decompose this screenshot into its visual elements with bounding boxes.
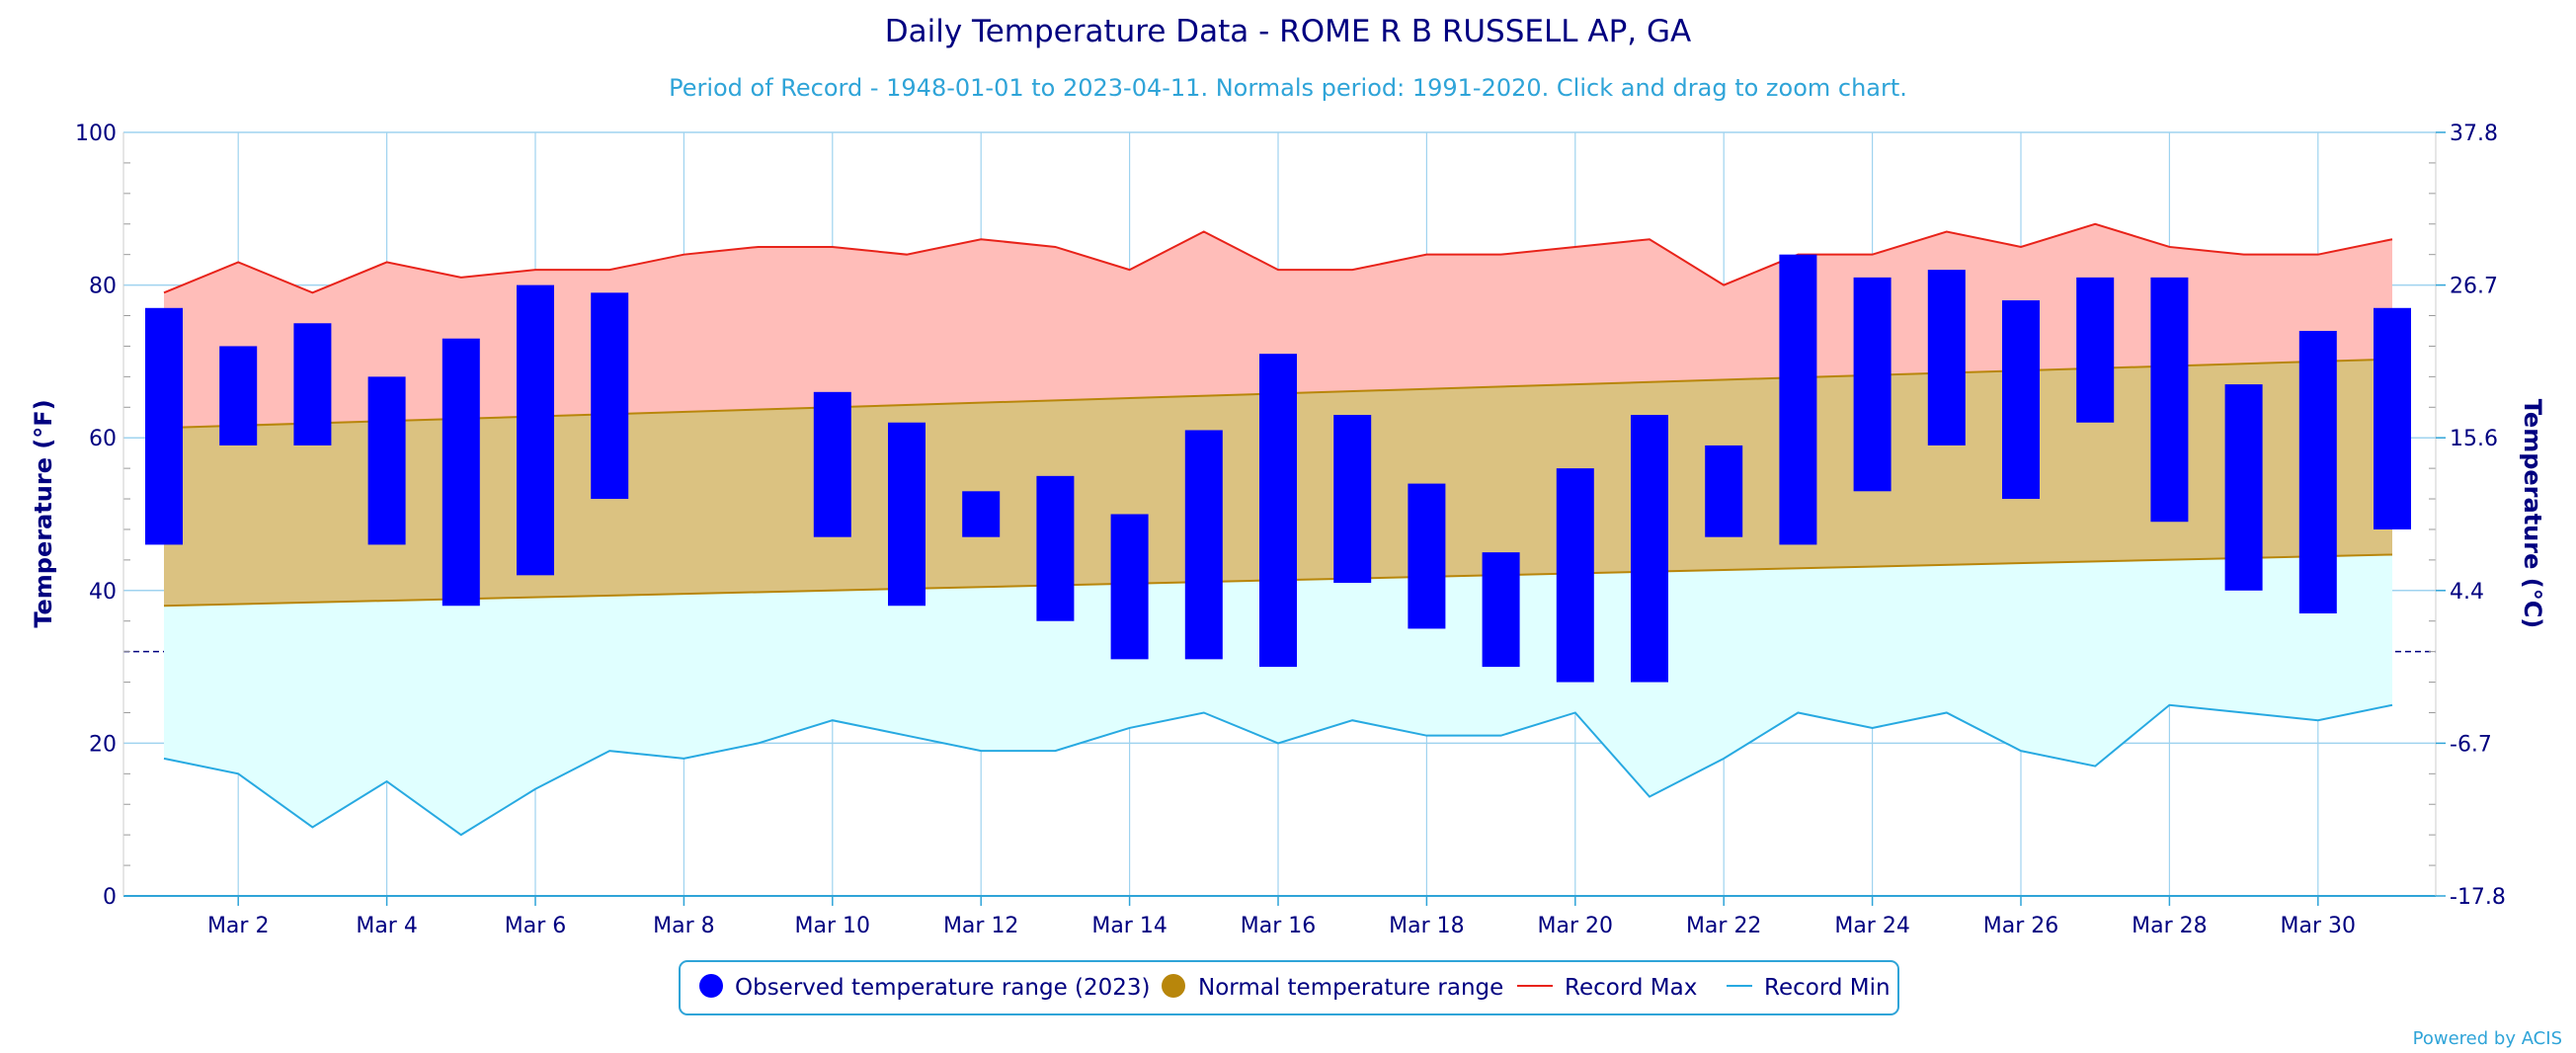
- observed-bar[interactable]: [1556, 468, 1594, 683]
- y-axis-title-right: Temperature (°C): [2519, 399, 2546, 629]
- observed-bar[interactable]: [1184, 430, 1223, 660]
- y-tick-label-right: 26.7: [2450, 275, 2498, 299]
- observed-bar[interactable]: [1853, 277, 1892, 492]
- x-tick-label: Mar 20: [1538, 914, 1614, 938]
- y-tick-label-left: 20: [89, 732, 117, 757]
- observed-bar[interactable]: [1705, 445, 1743, 537]
- y-tick-label-right: 15.6: [2450, 427, 2498, 451]
- credit-label[interactable]: Powered by ACIS: [2413, 1028, 2562, 1049]
- observed-bar[interactable]: [888, 422, 926, 607]
- x-tick-label: Mar 28: [2132, 914, 2208, 938]
- observed-bar[interactable]: [813, 391, 851, 537]
- record-high-band: [164, 223, 2392, 429]
- observed-bar[interactable]: [1333, 415, 1372, 584]
- y-tick-label-left: 60: [89, 427, 117, 451]
- legend-item-observed[interactable]: Observed temperature range (2023): [699, 974, 1151, 1001]
- observed-bar[interactable]: [442, 338, 480, 607]
- observed-bar[interactable]: [1259, 354, 1297, 668]
- observed-bar[interactable]: [145, 307, 183, 545]
- legend-item-normal[interactable]: Normal temperature range: [1162, 974, 1503, 1001]
- observed-bar[interactable]: [1110, 514, 1149, 660]
- observed-bar[interactable]: [962, 491, 1001, 537]
- y-tick-label-right: -6.7: [2450, 732, 2492, 757]
- legend-item-record-min[interactable]: Record Min: [1727, 975, 1891, 1001]
- x-tick-label: Mar 10: [795, 914, 871, 938]
- legend-observed-label: Observed temperature range (2023): [735, 975, 1151, 1001]
- legend-record-max-label: Record Max: [1565, 975, 1697, 1001]
- observed-bar[interactable]: [1927, 270, 1966, 446]
- x-tick-label: Mar 16: [1241, 914, 1317, 938]
- observed-bar[interactable]: [2224, 384, 2263, 591]
- record-low-band: [164, 554, 2392, 836]
- observed-bar[interactable]: [293, 323, 332, 446]
- x-tick-label: Mar 14: [1091, 914, 1167, 938]
- chart-subtitle: Period of Record - 1948-01-01 to 2023-04…: [669, 74, 1907, 102]
- y-tick-label-right: 37.8: [2450, 122, 2498, 146]
- observed-bar[interactable]: [2374, 307, 2411, 529]
- y-tick-label-left: 0: [103, 885, 117, 910]
- legend: Observed temperature range (2023) Normal…: [679, 960, 1899, 1015]
- x-tick-label: Mar 30: [2281, 914, 2357, 938]
- observed-bar[interactable]: [2150, 277, 2189, 523]
- observed-bar[interactable]: [2002, 300, 2040, 500]
- observed-bar[interactable]: [2076, 277, 2115, 423]
- x-tick-label: Mar 18: [1389, 914, 1465, 938]
- x-tick-label: Mar 26: [1983, 914, 2059, 938]
- legend-normal-marker: [1162, 974, 1185, 998]
- x-tick-label: Mar 12: [943, 914, 1019, 938]
- x-tick-label: Mar 22: [1686, 914, 1762, 938]
- legend-observed-marker: [699, 974, 723, 998]
- y-axis-title-left: Temperature (°F): [30, 399, 57, 627]
- x-tick-label: Mar 2: [207, 914, 270, 938]
- x-tick-label: Mar 24: [1834, 914, 1910, 938]
- observed-bar[interactable]: [1779, 254, 1817, 545]
- observed-bar[interactable]: [1408, 483, 1446, 629]
- y-tick-label-right: -17.8: [2450, 885, 2506, 910]
- x-tick-label: Mar 4: [356, 914, 418, 938]
- x-tick-label: Mar 6: [505, 914, 567, 938]
- record-max-line: [163, 222, 2393, 294]
- observed-bar[interactable]: [1631, 415, 1668, 683]
- observed-bar[interactable]: [2298, 330, 2337, 613]
- y-tick-label-right: 4.4: [2450, 580, 2484, 605]
- x-tick-label: Mar 8: [653, 914, 715, 938]
- observed-bar[interactable]: [1482, 552, 1520, 668]
- observed-bar[interactable]: [517, 284, 554, 576]
- legend-record-min-label: Record Min: [1764, 975, 1891, 1001]
- observed-bar[interactable]: [591, 292, 629, 500]
- chart-title: Daily Temperature Data - ROME R B RUSSEL…: [885, 14, 1691, 49]
- observed-bar[interactable]: [367, 376, 406, 545]
- record-min-line: [163, 703, 2393, 837]
- y-tick-label-left: 40: [89, 580, 117, 605]
- y-tick-label-left: 100: [75, 122, 117, 146]
- legend-normal-label: Normal temperature range: [1198, 975, 1503, 1001]
- y-tick-label-left: 80: [89, 275, 117, 299]
- observed-bar[interactable]: [219, 346, 258, 446]
- observed-bar[interactable]: [1036, 475, 1075, 621]
- legend-item-record-max[interactable]: Record Max: [1517, 975, 1697, 1001]
- legend-box: [679, 960, 1899, 1015]
